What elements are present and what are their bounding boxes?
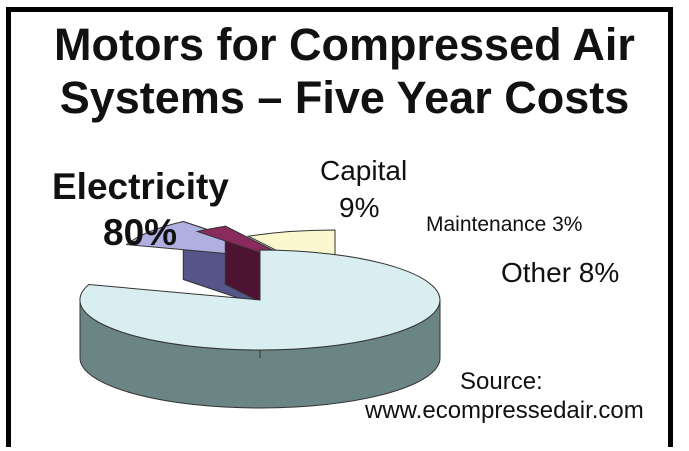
- source-url: www.ecompressedair.com: [365, 397, 644, 424]
- label-electricity-name: Electricity: [52, 166, 229, 207]
- label-maintenance: Maintenance 3%: [426, 213, 583, 236]
- chart-title-line-1: Motors for Compressed Air: [54, 19, 635, 70]
- label-capital-name: Capital: [320, 155, 408, 186]
- label-capital-percent: 9%: [339, 192, 380, 223]
- source-label: Source:: [460, 368, 543, 395]
- chart-title-line-2: Systems – Five Year Costs: [59, 72, 630, 123]
- label-electricity-percent: 80%: [103, 212, 178, 253]
- label-other: Other 8%: [501, 257, 620, 288]
- pie-slice-electricity: [79, 249, 441, 351]
